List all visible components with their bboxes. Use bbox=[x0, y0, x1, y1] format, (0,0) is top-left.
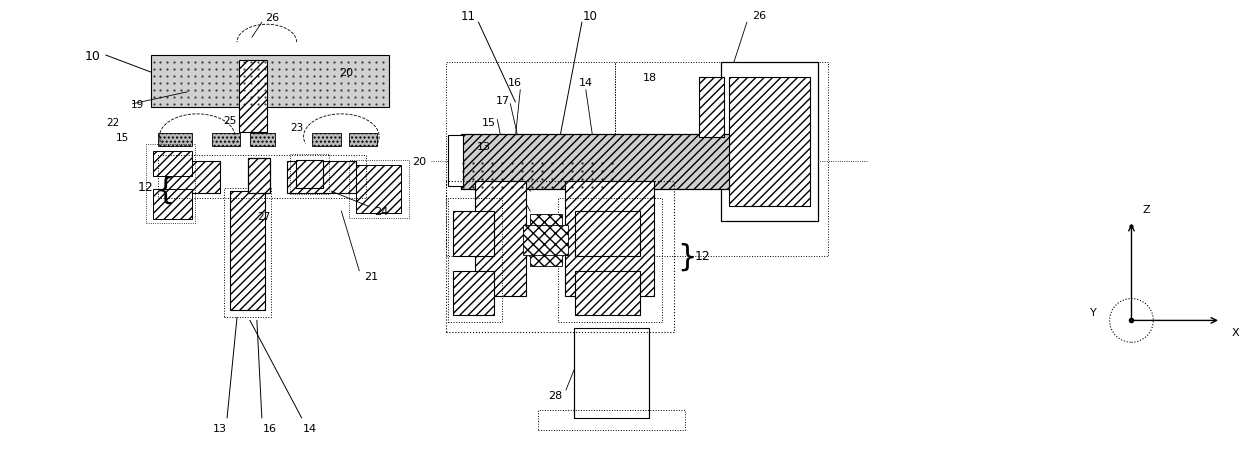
Bar bbox=[145, 144, 195, 224]
Bar bbox=[448, 135, 463, 187]
Bar bbox=[290, 155, 330, 195]
Bar bbox=[150, 56, 389, 107]
Bar bbox=[157, 156, 366, 199]
Bar bbox=[295, 161, 324, 189]
Text: 26: 26 bbox=[751, 11, 766, 21]
Bar bbox=[356, 166, 401, 214]
Text: }: } bbox=[677, 242, 697, 271]
Text: Z: Z bbox=[1142, 205, 1151, 215]
Text: 10: 10 bbox=[583, 10, 598, 23]
Text: 22: 22 bbox=[107, 117, 119, 127]
Bar bbox=[453, 212, 495, 256]
Bar bbox=[157, 133, 192, 147]
Bar bbox=[445, 182, 675, 332]
Bar bbox=[523, 226, 568, 255]
Bar bbox=[531, 215, 562, 266]
Text: 14: 14 bbox=[303, 423, 316, 433]
Text: 20: 20 bbox=[412, 157, 427, 167]
Bar bbox=[286, 162, 356, 194]
Text: {: { bbox=[155, 175, 174, 204]
Bar bbox=[565, 182, 655, 296]
Bar bbox=[212, 133, 241, 147]
Bar bbox=[224, 189, 270, 318]
Text: Y: Y bbox=[1090, 308, 1097, 318]
Bar bbox=[575, 212, 640, 256]
Text: 15: 15 bbox=[117, 132, 129, 142]
Text: 15: 15 bbox=[481, 117, 496, 127]
Text: 26: 26 bbox=[264, 13, 279, 23]
Text: 16: 16 bbox=[508, 78, 522, 87]
Text: 19: 19 bbox=[131, 100, 144, 110]
Text: 23: 23 bbox=[290, 122, 304, 132]
Text: 13: 13 bbox=[476, 142, 491, 152]
Bar bbox=[699, 78, 724, 137]
Bar bbox=[153, 190, 192, 220]
Text: 27: 27 bbox=[257, 212, 270, 221]
Bar bbox=[538, 410, 686, 430]
Bar bbox=[311, 133, 341, 147]
Text: 13: 13 bbox=[213, 423, 227, 433]
Text: 16: 16 bbox=[263, 423, 277, 433]
Bar bbox=[153, 152, 192, 177]
Bar bbox=[248, 159, 270, 194]
Bar bbox=[575, 271, 640, 316]
Text: 10: 10 bbox=[86, 50, 100, 62]
Bar bbox=[615, 63, 828, 256]
Bar bbox=[448, 199, 502, 322]
Bar bbox=[350, 133, 377, 147]
Text: 20: 20 bbox=[340, 68, 353, 78]
Text: 14: 14 bbox=[579, 78, 593, 87]
Text: 12: 12 bbox=[138, 180, 154, 193]
Bar bbox=[558, 199, 662, 322]
Text: 11: 11 bbox=[461, 10, 476, 23]
Text: 21: 21 bbox=[365, 271, 378, 281]
Bar bbox=[231, 192, 265, 311]
Text: 28: 28 bbox=[548, 390, 562, 400]
Bar bbox=[445, 63, 615, 256]
Bar bbox=[250, 133, 275, 147]
Text: 12: 12 bbox=[694, 250, 711, 263]
Bar bbox=[350, 161, 409, 219]
Bar bbox=[460, 134, 779, 190]
Bar bbox=[574, 329, 650, 418]
Bar bbox=[453, 271, 495, 316]
Bar bbox=[475, 182, 526, 296]
Text: 17: 17 bbox=[496, 96, 511, 106]
Text: X: X bbox=[1233, 327, 1240, 338]
Text: 24: 24 bbox=[374, 207, 388, 216]
Text: 25: 25 bbox=[223, 115, 237, 125]
Bar bbox=[165, 162, 221, 194]
Bar bbox=[720, 63, 818, 221]
Text: 18: 18 bbox=[642, 73, 656, 83]
Bar bbox=[239, 61, 267, 132]
Bar bbox=[729, 78, 811, 207]
